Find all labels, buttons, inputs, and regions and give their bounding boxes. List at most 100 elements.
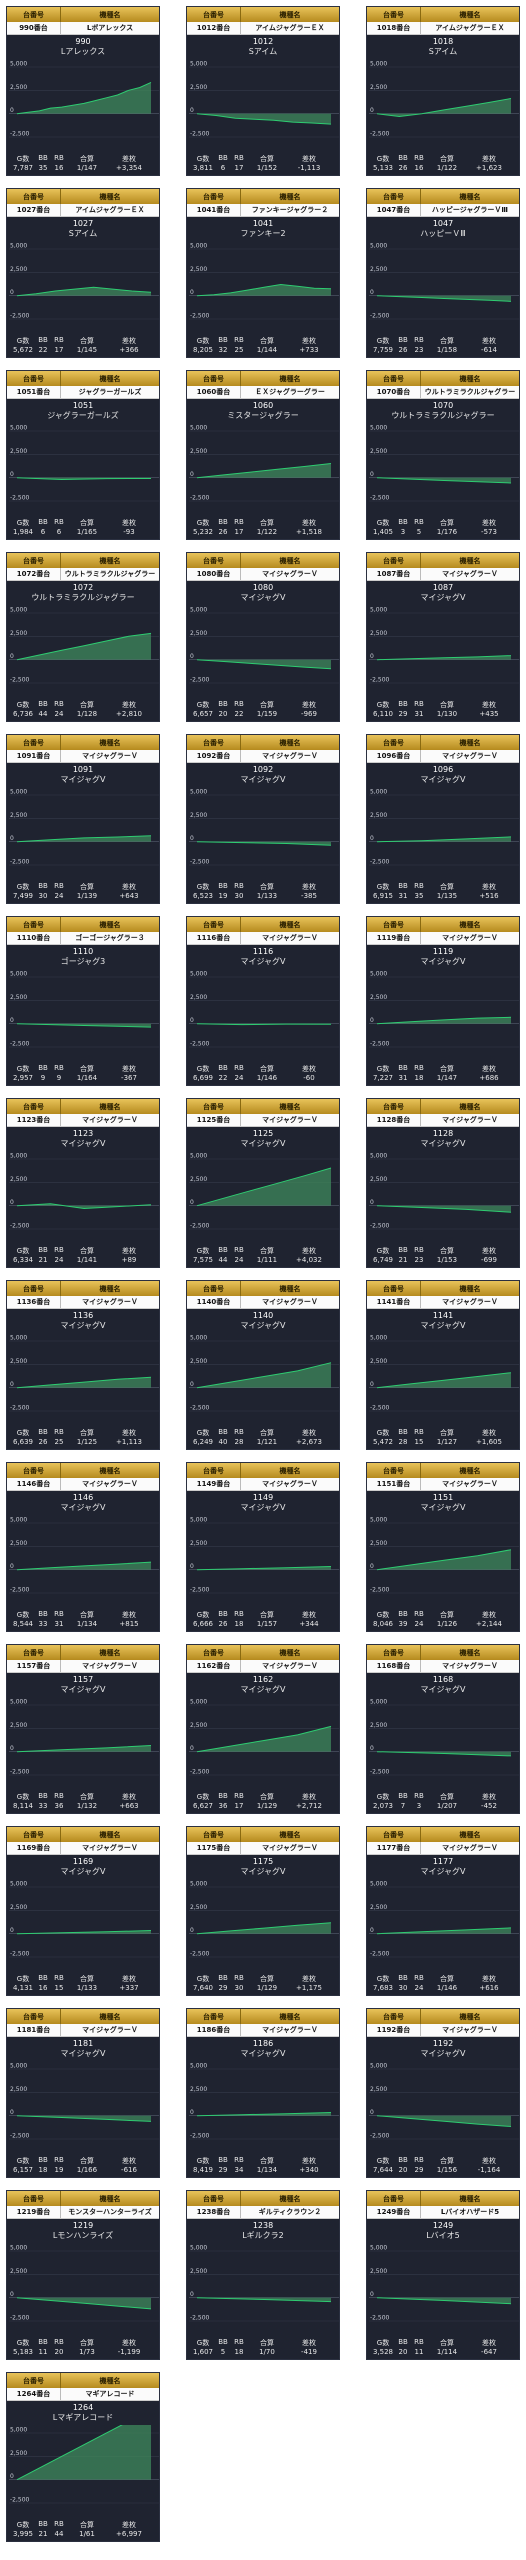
slump-graph: 5,000 2,500 0 -2,500 xyxy=(369,425,519,502)
games-value: 8,114 xyxy=(12,1802,34,1810)
unit-no: 1091 xyxy=(72,765,94,774)
diff-label: 差枚 xyxy=(482,1247,496,1255)
unit-card[interactable]: 台番号 機種名 1070番台 ウルトラミラクルジャグラー 1070 ウルトラミラ… xyxy=(366,370,520,540)
unit-card[interactable]: 台番号 機種名 1091番台 マイジャグラーＶ 1091 マイジャグV 5,00… xyxy=(6,734,160,904)
machine-short-name: ウルトラミラクルジャグラー xyxy=(31,593,135,602)
unit-card[interactable]: 台番号 機種名 1027番台 アイムジャグラーＥＸ 1027 Sアイム 5,00… xyxy=(6,188,160,358)
y-tick-label: -2,500 xyxy=(190,1041,210,1048)
total-label: 合算 xyxy=(440,337,454,345)
total-label: 合算 xyxy=(80,701,94,709)
machine-name: Lボアレックス xyxy=(86,24,134,32)
stats-table: G数 BB RB 合算 差枚 7,640 29 30 1/129 +1,175 xyxy=(187,1974,341,1992)
unit-card[interactable]: 台番号 機種名 1140番台 マイジャグラーＶ 1140 マイジャグV 5,00… xyxy=(186,1280,340,1450)
games-label: G数 xyxy=(16,337,30,345)
unit-card[interactable]: 台番号 機種名 1119番台 マイジャグラーＶ 1119 マイジャグV 5,00… xyxy=(366,916,520,1086)
diff-label: 差枚 xyxy=(482,1793,496,1801)
series-line xyxy=(376,1927,512,1935)
games-label: G数 xyxy=(196,2339,210,2347)
unit-card[interactable]: 台番号 機種名 990番台 Lボアレックス 990 Lアレックス 5,000 2,… xyxy=(6,6,160,176)
slump-graph: 5,000 2,500 0 -2,500 xyxy=(189,789,339,866)
unit-card[interactable]: 台番号 機種名 1060番台 ＥＸジャグラーグラー 1060 ミスタージャグラー… xyxy=(186,370,340,540)
unit-no: 1162 xyxy=(252,1675,274,1684)
unit-card[interactable]: 台番号 機種名 1012番台 アイムジャグラーＥＸ 1012 Sアイム 5,00… xyxy=(186,6,340,176)
unit-card[interactable]: 台番号 機種名 1080番台 マイジャグラーＶ 1080 マイジャグV 5,00… xyxy=(186,552,340,722)
unit-card[interactable]: 台番号 機種名 1141番台 マイジャグラーＶ 1141 マイジャグV 5,00… xyxy=(366,1280,520,1450)
machine-header-label: 機種名 xyxy=(99,1648,121,1657)
unit-card[interactable]: 台番号 機種名 1136番台 マイジャグラーＶ 1136 マイジャグV 5,00… xyxy=(6,1280,160,1450)
unit-card[interactable]: 台番号 機種名 1192番台 マイジャグラーＶ 1192 マイジャグV 5,00… xyxy=(366,2008,520,2178)
unit-card[interactable]: 台番号 機種名 1092番台 マイジャグラーＶ 1092 マイジャグV 5,00… xyxy=(186,734,340,904)
unit-card[interactable]: 台番号 機種名 1238番台 ギルティクラウン２ 1238 Lギルクラ2 5,0… xyxy=(186,2190,340,2360)
unit-card[interactable]: 台番号 機種名 1219番台 モンスターハンターライズ 1219 Lモンハンライ… xyxy=(6,2190,160,2360)
machine-header-label: 機種名 xyxy=(459,374,481,383)
stats-table: G数 BB RB 合算 差枚 8,046 39 24 1/126 +2,144 xyxy=(367,1610,521,1628)
machine-header-label: 機種名 xyxy=(279,192,301,201)
unit-card[interactable]: 台番号 機種名 1096番台 マイジャグラーＶ 1096 マイジャグV 5,00… xyxy=(366,734,520,904)
unit-card[interactable]: 台番号 機種名 1051番台 ジャグラーガールズ 1051 ジャグラーガールズ … xyxy=(6,370,160,540)
unit-card[interactable]: 台番号 機種名 1128番台 マイジャグラーＶ 1128 マイジャグV 5,00… xyxy=(366,1098,520,1268)
slump-graph: 5,000 2,500 0 -2,500 xyxy=(369,61,519,138)
series-area xyxy=(377,1927,511,1934)
y-tick-label: -2,500 xyxy=(370,1951,390,1958)
total-label: 合算 xyxy=(80,1247,94,1255)
machine-header-label: 機種名 xyxy=(279,374,301,383)
unit-header-label: 台番号 xyxy=(367,7,421,22)
unit-card[interactable]: 台番号 機種名 1087番台 マイジャグラーＶ 1087 マイジャグV 5,00… xyxy=(366,552,520,722)
unit-card[interactable]: 台番号 機種名 1162番台 マイジャグラーＶ 1162 マイジャグV 5,00… xyxy=(186,1644,340,1814)
unit-card[interactable]: 台番号 機種名 1186番台 マイジャグラーＶ 1186 マイジャグV 5,00… xyxy=(186,2008,340,2178)
stats-table: G数 BB RB 合算 差枚 6,666 26 18 1/157 +344 xyxy=(187,1610,341,1628)
y-tick-label: 2,500 xyxy=(370,994,387,1001)
unit-card[interactable]: 台番号 機種名 1151番台 マイジャグラーＶ 1151 マイジャグV 5,00… xyxy=(366,1462,520,1632)
unit-card[interactable]: 台番号 機種名 1123番台 マイジャグラーＶ 1123 マイジャグV 5,00… xyxy=(6,1098,160,1268)
card-header: 台番号 機種名 xyxy=(367,371,519,386)
y-tick-label: -2,500 xyxy=(190,495,210,502)
games-label: G数 xyxy=(16,1611,30,1619)
unit-card[interactable]: 台番号 機種名 1157番台 マイジャグラーＶ 1157 マイジャグV 5,00… xyxy=(6,1644,160,1814)
rb-label: RB xyxy=(414,1428,424,1436)
y-tick-label: 2,500 xyxy=(10,994,27,1001)
unit-header-label: 台番号 xyxy=(187,189,241,204)
unit-card[interactable]: 台番号 機種名 1125番台 マイジャグラーＶ 1125 マイジャグV 5,00… xyxy=(186,1098,340,1268)
unit-card[interactable]: 台番号 機種名 1175番台 マイジャグラーＶ 1175 マイジャグV 5,00… xyxy=(186,1826,340,1996)
card-title-row: 1128番台 マイジャグラーＶ xyxy=(367,1114,519,1127)
unit-card[interactable]: 台番号 機種名 1047番台 ハッピージャグラーＶⅢ 1047 ハッピーＶⅢ 5… xyxy=(366,188,520,358)
bb-value: 29 xyxy=(398,710,408,718)
series-line xyxy=(376,98,512,118)
diff-label: 差枚 xyxy=(482,1065,496,1073)
unit-card[interactable]: 台番号 機種名 1264番台 マギアレコード 1264 Lマギアレコード 5,0… xyxy=(6,2372,160,2542)
stats-table: G数 BB RB 合算 差枚 7,499 30 24 1/139 +643 xyxy=(7,882,161,900)
unit-card[interactable]: 台番号 機種名 1041番台 ファンキージャグラー２ 1041 ファンキー2 5… xyxy=(186,188,340,358)
series-area xyxy=(377,836,511,842)
series-area xyxy=(377,98,511,117)
stats-table: G数 BB RB 合算 差枚 6,110 29 31 1/130 +435 xyxy=(367,700,521,718)
unit-card[interactable]: 台番号 機種名 1168番台 マイジャグラーＶ 1168 マイジャグV 5,00… xyxy=(366,1644,520,1814)
unit-card[interactable]: 台番号 機種名 1018番台 アイムジャグラーＥＸ 1018 Sアイム 5,00… xyxy=(366,6,520,176)
unit-card[interactable]: 台番号 機種名 1249番台 Lバイオハザード5 1249 Lバイオ5 5,00… xyxy=(366,2190,520,2360)
unit-no: 1018 xyxy=(432,37,454,46)
unit-card[interactable]: 台番号 機種名 1149番台 マイジャグラーＶ 1149 マイジャグV 5,00… xyxy=(186,1462,340,1632)
unit-no: 1092 xyxy=(252,765,274,774)
rb-label: RB xyxy=(54,1792,64,1800)
machine-name: アイムジャグラーＥＸ xyxy=(75,206,145,214)
y-tick-label: 0 xyxy=(10,835,14,842)
slump-graph: 5,000 2,500 0 -2,500 xyxy=(369,1517,519,1594)
unit-card[interactable]: 台番号 機種名 1146番台 マイジャグラーＶ 1146 マイジャグV 5,00… xyxy=(6,1462,160,1632)
games-value: 8,046 xyxy=(372,1620,394,1628)
bb-label: BB xyxy=(398,2338,408,2346)
unit-card[interactable]: 台番号 機種名 1177番台 マイジャグラーＶ 1177 マイジャグV 5,00… xyxy=(366,1826,520,1996)
y-tick-label: -2,500 xyxy=(10,1041,30,1048)
y-tick-label: 2,500 xyxy=(370,84,387,91)
y-tick-label: -2,500 xyxy=(370,2133,390,2140)
bb-value: 26 xyxy=(218,1620,228,1628)
machine-short-name: マイジャグV xyxy=(420,1503,466,1512)
unit-card[interactable]: 台番号 機種名 1110番台 ゴーゴージャグラー３ 1110 ゴージャグ3 5,… xyxy=(6,916,160,1086)
unit-card[interactable]: 台番号 機種名 1169番台 マイジャグラーＶ 1169 マイジャグV 5,00… xyxy=(6,1826,160,1996)
bb-label: BB xyxy=(218,1792,228,1800)
diff-label: 差枚 xyxy=(482,155,496,163)
y-tick-label: 5,000 xyxy=(10,789,27,796)
unit-no: 1116 xyxy=(252,947,274,956)
unit-card[interactable]: 台番号 機種名 1072番台 ウルトラミラクルジャグラー 1072 ウルトラミラ… xyxy=(6,552,160,722)
card-title-row: 1060番台 ＥＸジャグラーグラー xyxy=(187,386,339,399)
unit-card[interactable]: 台番号 機種名 1116番台 マイジャグラーＶ 1116 マイジャグV 5,00… xyxy=(186,916,340,1086)
unit-card[interactable]: 台番号 機種名 1181番台 マイジャグラーＶ 1181 マイジャグV 5,00… xyxy=(6,2008,160,2178)
